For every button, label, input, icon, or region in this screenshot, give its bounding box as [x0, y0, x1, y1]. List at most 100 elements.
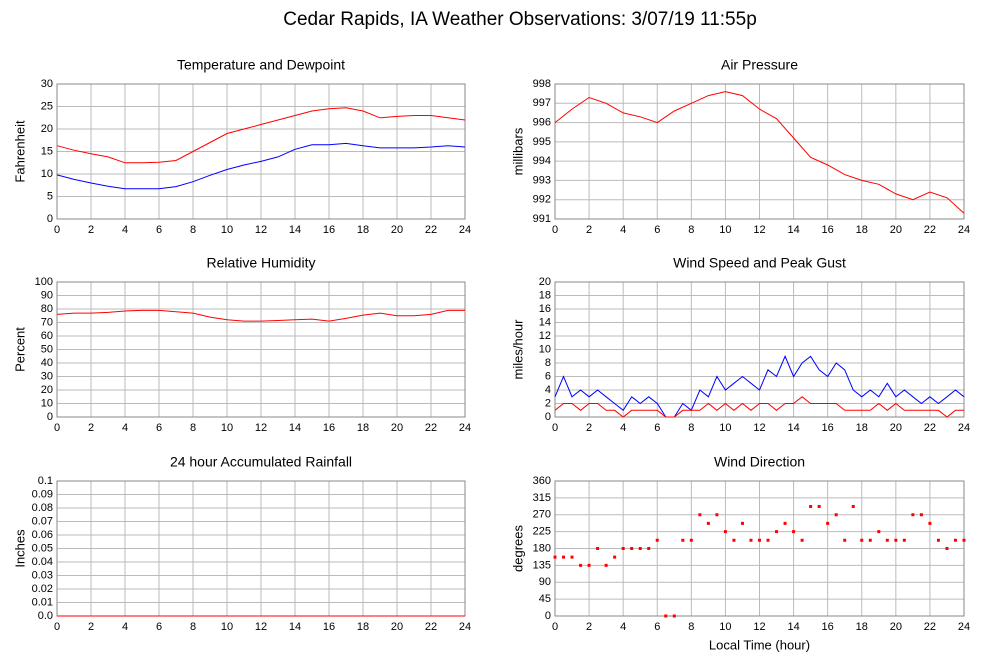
y-tick-label: 80 — [41, 303, 53, 315]
data-point — [817, 505, 821, 508]
data-point — [562, 555, 566, 559]
y-tick-label: 25 — [41, 100, 53, 112]
y-tick-label: 30 — [41, 78, 53, 90]
y-tick-label: 20 — [41, 384, 53, 396]
data-point — [928, 521, 932, 525]
x-tick-label: 12 — [753, 621, 765, 633]
x-tick-label: 20 — [890, 224, 902, 236]
x-tick-label: 14 — [289, 621, 301, 633]
data-point — [689, 538, 693, 542]
x-tick-label: 24 — [958, 422, 970, 434]
x-tick-label: 2 — [586, 422, 592, 434]
x-tick-label: 2 — [88, 422, 94, 434]
y-tick-label: 40 — [41, 357, 53, 369]
x-tick-label: 6 — [654, 422, 660, 434]
x-tick-label: 18 — [856, 422, 868, 434]
x-tick-label: 22 — [924, 224, 936, 236]
x-tick-label: 12 — [753, 224, 765, 236]
x-tick-label: 22 — [425, 224, 437, 236]
plot-frame — [554, 480, 965, 617]
data-point — [919, 513, 923, 517]
data-line — [554, 396, 964, 418]
x-tick-label: 18 — [856, 621, 868, 633]
y-tick-label: 270 — [533, 509, 551, 521]
x-tick-label: 18 — [856, 224, 868, 236]
data-point — [570, 555, 574, 559]
y-tick-label: 996 — [533, 116, 551, 128]
data-point — [553, 555, 557, 559]
x-tick-label: 10 — [719, 621, 731, 633]
data-point — [698, 513, 702, 517]
data-point — [843, 538, 847, 542]
x-tick-label: 12 — [255, 224, 267, 236]
x-tick-label: 24 — [459, 224, 471, 236]
data-point — [579, 563, 583, 567]
y-tick-label: 992 — [533, 194, 551, 206]
y-tick-label: 994 — [533, 155, 551, 167]
x-tick-label: 0 — [54, 621, 60, 633]
x-tick-label: 20 — [890, 422, 902, 434]
y-tick-label: 30 — [41, 370, 53, 382]
x-tick-label: 0 — [552, 422, 558, 434]
data-point — [775, 530, 779, 534]
page-title: Cedar Rapids, IA Weather Observations: 3… — [283, 9, 757, 30]
data-point — [868, 538, 872, 542]
y-tick-label: 0.04 — [32, 556, 53, 568]
x-tick-label: 4 — [122, 621, 128, 633]
data-point — [902, 538, 906, 542]
plot-frame — [56, 83, 466, 220]
x-tick-label: 18 — [357, 621, 369, 633]
x-tick-label: 10 — [221, 621, 233, 633]
data-point — [715, 513, 719, 517]
y-tick-label: 315 — [533, 492, 551, 504]
y-tick-label: 16 — [539, 303, 551, 315]
data-line — [554, 91, 965, 214]
y-tick-label: 20 — [41, 123, 53, 135]
x-tick-label: 4 — [122, 422, 128, 434]
data-point — [851, 505, 855, 508]
x-tick-label: 8 — [190, 422, 196, 434]
data-point — [681, 538, 685, 542]
y-tick-label: 8 — [545, 357, 551, 369]
data-point — [766, 538, 770, 542]
data-point — [953, 538, 957, 542]
data-point — [877, 530, 881, 534]
data-point — [740, 521, 744, 525]
x-tick-label: 20 — [391, 422, 403, 434]
y-tick-label: 0.03 — [32, 569, 53, 581]
x-tick-label: 24 — [459, 422, 471, 434]
plot-frame — [56, 281, 466, 418]
y-axis-label: miles/hour — [510, 319, 525, 380]
x-tick-label: 18 — [357, 224, 369, 236]
x-tick-label: 18 — [357, 422, 369, 434]
y-axis-label: degrees — [510, 525, 525, 572]
data-point — [749, 538, 753, 542]
x-tick-label: 16 — [323, 224, 335, 236]
x-tick-label: 20 — [890, 621, 902, 633]
x-tick-label: 16 — [323, 422, 335, 434]
data-point — [706, 521, 710, 525]
data-point — [621, 547, 625, 550]
x-tick-label: 22 — [425, 621, 437, 633]
x-tick-label: 4 — [620, 224, 626, 236]
data-point — [638, 547, 642, 550]
x-tick-label: 14 — [289, 422, 301, 434]
y-tick-label: 995 — [533, 136, 551, 148]
y-tick-label: 70 — [41, 316, 53, 328]
y-tick-label: 15 — [41, 145, 53, 157]
y-tick-label: 0.05 — [32, 542, 53, 554]
y-tick-label: 10 — [539, 343, 551, 355]
x-tick-label: 12 — [255, 621, 267, 633]
x-tick-label: 20 — [391, 621, 403, 633]
data-point — [655, 538, 659, 542]
y-tick-label: 2 — [545, 397, 551, 409]
y-tick-label: 100 — [35, 276, 53, 288]
data-point — [860, 538, 864, 542]
y-tick-label: 0.01 — [32, 596, 53, 608]
x-tick-label: 10 — [719, 224, 731, 236]
y-tick-label: 993 — [533, 174, 551, 186]
y-tick-label: 997 — [533, 97, 551, 109]
data-line — [56, 107, 466, 164]
data-line — [554, 355, 965, 418]
data-point — [885, 538, 889, 542]
